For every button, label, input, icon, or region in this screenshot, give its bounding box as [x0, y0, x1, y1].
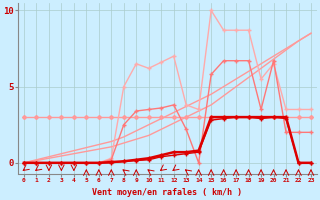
X-axis label: Vent moyen/en rafales ( km/h ): Vent moyen/en rafales ( km/h )	[92, 188, 243, 197]
